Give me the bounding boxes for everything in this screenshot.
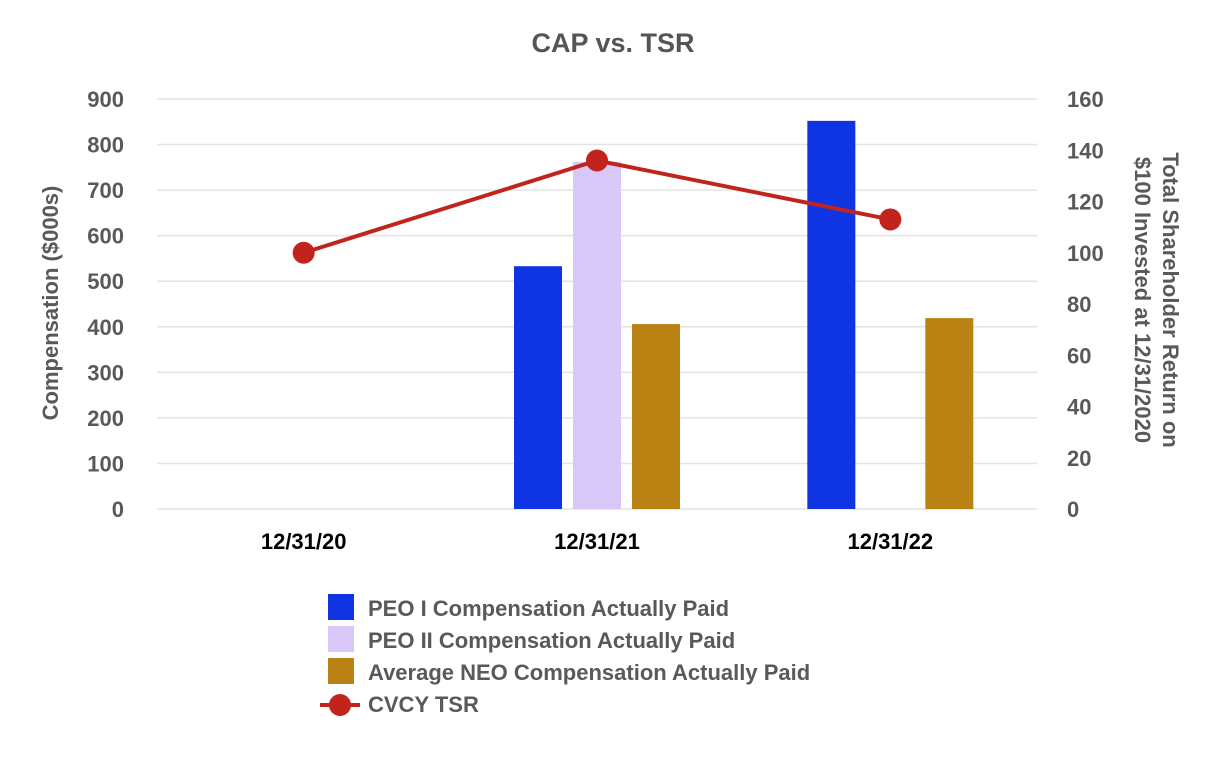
- legend: PEO I Compensation Actually Paid PEO II …: [320, 594, 810, 717]
- x-tick-label: 12/31/20: [261, 529, 347, 554]
- y-axis-left-ticks: 0 100 200 300 400 500 600 700 800 900: [87, 87, 124, 522]
- y-axis-right-label-line1: Total Shareholder Return on: [1158, 152, 1183, 447]
- bar: [632, 324, 680, 509]
- y-left-tick-label: 300: [87, 360, 124, 385]
- y-left-tick-label: 800: [87, 133, 124, 158]
- y-left-tick-label: 100: [87, 451, 124, 476]
- y-left-tick-label: 400: [87, 315, 124, 340]
- legend-swatch-peo2: [328, 626, 354, 652]
- legend-label-peo1: PEO I Compensation Actually Paid: [368, 596, 729, 621]
- bar: [514, 266, 562, 509]
- y-axis-right-ticks: 0 20 40 60 80 100 120 140 160: [1067, 87, 1104, 522]
- y-left-tick-label: 700: [87, 178, 124, 203]
- y-right-tick-label: 20: [1067, 446, 1091, 471]
- y-right-tick-label: 140: [1067, 138, 1104, 163]
- x-axis-ticks: 12/31/20 12/31/21 12/31/22: [261, 529, 933, 554]
- legend-swatch-neo: [328, 658, 354, 684]
- tsr-point: [879, 208, 902, 231]
- y-right-tick-label: 60: [1067, 343, 1091, 368]
- legend-swatch-peo1: [328, 594, 354, 620]
- y-right-tick-label: 80: [1067, 292, 1091, 317]
- y-right-tick-label: 100: [1067, 241, 1104, 266]
- x-tick-label: 12/31/21: [554, 529, 640, 554]
- y-axis-left-label: Compensation ($000s): [38, 186, 63, 421]
- tsr-point: [292, 241, 315, 264]
- x-tick-label: 12/31/22: [848, 529, 934, 554]
- y-right-tick-label: 120: [1067, 190, 1104, 215]
- y-right-tick-label: 160: [1067, 87, 1104, 112]
- bar: [925, 318, 974, 509]
- legend-swatch-tsr-marker: [329, 694, 351, 716]
- legend-label-tsr: CVCY TSR: [368, 692, 479, 717]
- y-left-tick-label: 900: [87, 87, 124, 112]
- y-right-tick-label: 40: [1067, 395, 1091, 420]
- y-left-tick-label: 600: [87, 224, 124, 249]
- y-right-tick-label: 0: [1067, 497, 1079, 522]
- chart-title: CAP vs. TSR: [531, 28, 694, 58]
- bars: [514, 120, 974, 509]
- legend-label-peo2: PEO II Compensation Actually Paid: [368, 628, 735, 653]
- y-axis-right-label-line2: $100 Invested at 12/31/2020: [1130, 157, 1155, 443]
- bar: [573, 161, 621, 509]
- y-left-tick-label: 200: [87, 406, 124, 431]
- bar: [807, 120, 856, 509]
- y-left-tick-label: 0: [112, 497, 124, 522]
- tsr-point: [586, 149, 608, 172]
- tsr-line: [292, 149, 902, 264]
- y-left-tick-label: 500: [87, 269, 124, 294]
- legend-label-neo: Average NEO Compensation Actually Paid: [368, 660, 810, 685]
